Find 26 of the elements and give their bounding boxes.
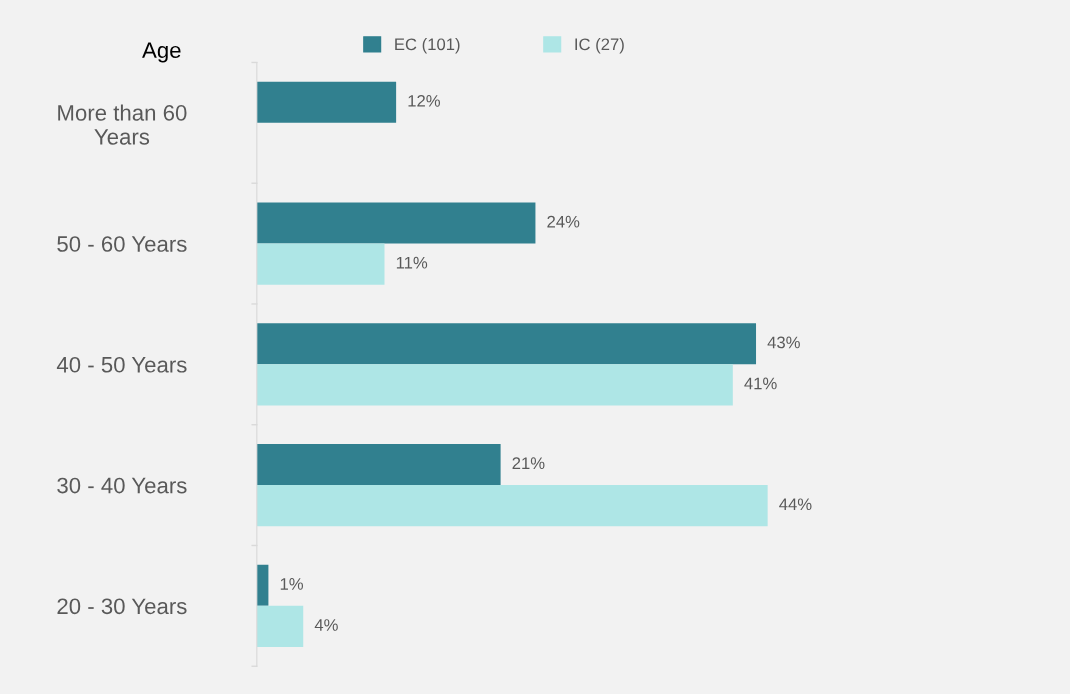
bar — [256, 202, 536, 244]
data-label: 1% — [280, 578, 304, 590]
bar — [256, 485, 768, 527]
data-label: 44% — [779, 498, 812, 511]
bar — [256, 444, 501, 486]
legend-label: EC (101) — [395, 37, 460, 54]
data-label: 41% — [744, 377, 777, 390]
bar — [256, 564, 269, 606]
data-label: 4% — [314, 619, 338, 631]
y-tick-label: 50 - 60 Years — [57, 236, 187, 252]
bar — [256, 81, 397, 123]
y-tick-label: 20 - 30 Years — [57, 598, 187, 615]
y-axis-title: Age — [142, 42, 181, 63]
data-label: 43% — [767, 336, 800, 349]
bar — [256, 323, 757, 365]
y-tick-label: More than 60 Years — [58, 104, 187, 145]
bar — [256, 364, 733, 406]
legend-label: IC (27) — [575, 37, 624, 54]
y-tick-label: 30 - 40 Years — [57, 477, 187, 494]
data-label: 21% — [512, 457, 545, 469]
bar — [256, 605, 304, 647]
y-tick-label: 40 - 50 Years — [56, 356, 187, 373]
data-label: 11% — [396, 256, 428, 269]
data-label: 12% — [408, 94, 440, 107]
bar — [256, 243, 385, 285]
data-label: 24% — [547, 215, 580, 228]
